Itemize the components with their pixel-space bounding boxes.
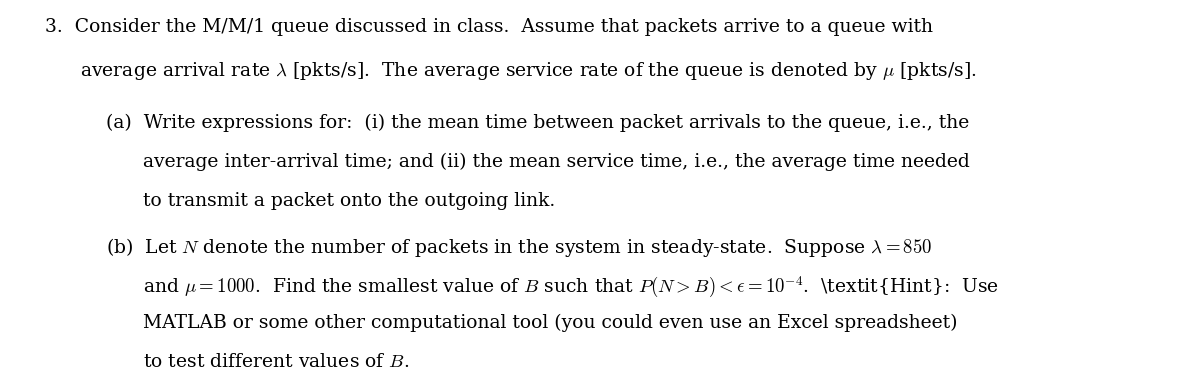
Text: 3.  Consider the M/M/1 queue discussed in class.  Assume that packets arrive to : 3. Consider the M/M/1 queue discussed in… (46, 18, 934, 36)
Text: and $\mu = 1000$.  Find the smallest value of $B$ such that $P(N > B) < \epsilon: and $\mu = 1000$. Find the smallest valu… (143, 275, 998, 300)
Text: to transmit a packet onto the outgoing link.: to transmit a packet onto the outgoing l… (143, 192, 554, 210)
Text: (a)  Write expressions for:  (i) the mean time between packet arrivals to the qu: (a) Write expressions for: (i) the mean … (106, 114, 968, 132)
Text: (b)  Let $N$ denote the number of packets in the system in steady-state.  Suppos: (b) Let $N$ denote the number of packets… (106, 236, 932, 259)
Text: average inter-arrival time; and (ii) the mean service time, i.e., the average ti: average inter-arrival time; and (ii) the… (143, 153, 970, 171)
Text: MATLAB or some other computational tool (you could even use an Excel spreadsheet: MATLAB or some other computational tool … (143, 314, 958, 332)
Text: to test different values of $B$.: to test different values of $B$. (143, 353, 409, 369)
Text: average arrival rate $\lambda$ [pkts/s].  The average service rate of the queue : average arrival rate $\lambda$ [pkts/s].… (80, 60, 977, 82)
